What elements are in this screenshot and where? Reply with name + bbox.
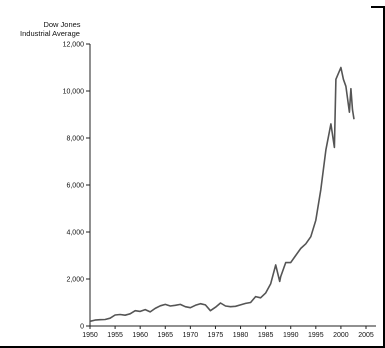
x-tick-label: 1955 — [107, 332, 123, 339]
y-tick-label: 4,000 — [66, 230, 84, 237]
x-tick-label: 1985 — [258, 332, 274, 339]
x-tick-label: 1950 — [82, 332, 98, 339]
y-axis-title-line-2: Industrial Average — [20, 29, 80, 38]
y-tick-label: 10,000 — [63, 89, 85, 96]
y-tick-label: 6,000 — [66, 183, 84, 190]
x-tick-label: 1980 — [233, 332, 249, 339]
dow-jones-series-line — [89, 66, 355, 323]
y-axis-ticks: 0 2,000 4,000 6,000 8,000 10,000 12,000 — [63, 42, 90, 331]
x-tick-label: 1975 — [208, 332, 224, 339]
x-tick-label: 1995 — [308, 332, 324, 339]
y-tick-label: 12,000 — [63, 42, 85, 49]
x-axis-ticks: 1950 1955 1960 1965 1970 1975 1980 1985 1990 1995… — [82, 326, 374, 339]
x-tick-label: 2005 — [358, 332, 374, 339]
x-tick-label: 1990 — [283, 332, 299, 339]
y-tick-label: 8,000 — [66, 136, 84, 143]
x-tick-label: 2000 — [333, 332, 349, 339]
x-tick-label: 1965 — [157, 332, 173, 339]
x-tick-label: 1970 — [183, 332, 199, 339]
y-tick-label: 0 — [80, 324, 84, 331]
x-tick-label: 1960 — [132, 332, 148, 339]
y-axis-title-line-1: Dow Jones — [43, 20, 80, 29]
y-tick-label: 2,000 — [66, 277, 84, 284]
